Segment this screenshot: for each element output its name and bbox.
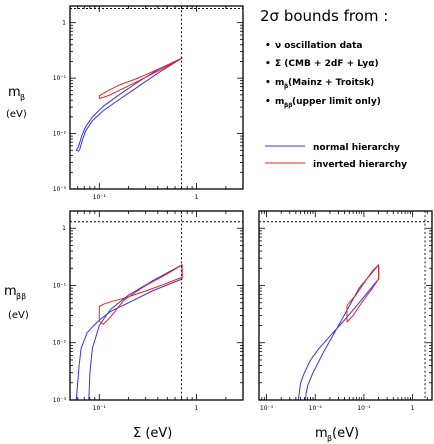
legend: 2σ bounds from : • ν oscillation data • … <box>260 7 407 170</box>
panel-frame <box>258 210 433 401</box>
x-tick-label: 10⁻² <box>309 405 323 412</box>
legend-bullet-text-4-tail: (upper limit only) <box>292 97 381 107</box>
legend-bullet-2: • Σ (CMB + 2dF + Lyα) <box>265 59 379 69</box>
y-label-top-unit: (eV) <box>6 109 27 120</box>
y-label-top-sub: β <box>20 93 25 102</box>
legend-bullet-text-2: Σ (CMB + 2dF + Lyα) <box>275 59 379 69</box>
series-normal-contour <box>297 264 380 400</box>
series-inverted-contour <box>346 264 380 323</box>
legend-bullet-1: • ν oscillation data <box>265 41 362 51</box>
legend-bullet-text-4-main: m <box>275 97 284 107</box>
panel-frame <box>69 210 244 401</box>
y-axis-label-bottom: m ββ (eV) <box>4 284 29 321</box>
series-normal-contour <box>75 57 183 152</box>
panel-frame <box>69 5 244 190</box>
legend-bullet-4: • m ββ (upper limit only) <box>265 97 381 109</box>
x-label-right-main: m <box>315 426 328 441</box>
y-axis-label-top: m β (eV) <box>6 85 27 120</box>
legend-bullet-text-1: ν oscillation data <box>275 41 362 51</box>
legend-bullet-text-3-main: m <box>275 78 284 88</box>
legend-bullet-text-3-sub: β <box>284 83 289 90</box>
legend-label-inverted: inverted hierarchy <box>313 160 407 170</box>
panel-3: 10⁻³ 10⁻² 10⁻¹ 1 <box>258 210 433 412</box>
y-tick-label: 10⁻² <box>53 340 67 347</box>
bullet-dot: • <box>265 59 271 69</box>
panel-2: 10⁻³ 10⁻² 10⁻¹ 1 10⁻¹ 1 <box>53 210 244 412</box>
legend-label-normal: normal hierarchy <box>313 143 400 153</box>
y-tick-label: 10⁻³ <box>53 186 67 193</box>
y-tick-label: 1 <box>62 225 66 232</box>
legend-bullet-text-4-sub: ββ <box>284 102 293 109</box>
y-label-bottom-main: m <box>4 284 17 299</box>
x-tick-label: 1 <box>411 405 415 412</box>
x-label-right-unit: (eV) <box>332 426 359 441</box>
x-tick-label: 1 <box>195 194 199 201</box>
legend-bullet-text-3-tail: (Mainz + Troitsk) <box>288 78 374 88</box>
panel-1: 10⁻³ 10⁻² 10⁻¹ 1 10⁻¹ 1 <box>53 5 244 201</box>
y-tick-label: 10⁻¹ <box>53 75 67 82</box>
legend-bullet-3: • m β (Mainz + Troitsk) <box>265 78 374 90</box>
series-normal-contour <box>75 264 183 400</box>
x-axis-label-left: Σ (eV) <box>133 426 172 441</box>
bullet-dot: • <box>265 97 271 107</box>
y-tick-label: 10⁻² <box>53 131 67 138</box>
y-label-bottom-sub: ββ <box>16 292 26 301</box>
y-label-bottom-unit: (eV) <box>8 310 29 321</box>
y-tick-label: 10⁻³ <box>53 397 67 404</box>
x-axis-label-right: m β (eV) <box>315 426 359 443</box>
x-tick-label: 10⁻¹ <box>357 405 371 412</box>
y-tick-label: 10⁻¹ <box>53 282 67 289</box>
legend-title: 2σ bounds from : <box>260 7 388 25</box>
x-tick-label: 1 <box>195 405 199 412</box>
y-label-top-main: m <box>8 85 21 100</box>
bullet-dot: • <box>265 78 271 88</box>
series-inverted-contour <box>98 264 183 325</box>
bullet-dot: • <box>265 41 271 51</box>
y-tick-label: 1 <box>62 20 66 27</box>
x-label-right-sub: β <box>327 434 332 443</box>
x-tick-label: 10⁻³ <box>260 405 274 412</box>
x-tick-label: 10⁻¹ <box>93 405 107 412</box>
x-tick-label: 10⁻¹ <box>93 194 107 201</box>
series-inverted-contour <box>98 57 183 99</box>
